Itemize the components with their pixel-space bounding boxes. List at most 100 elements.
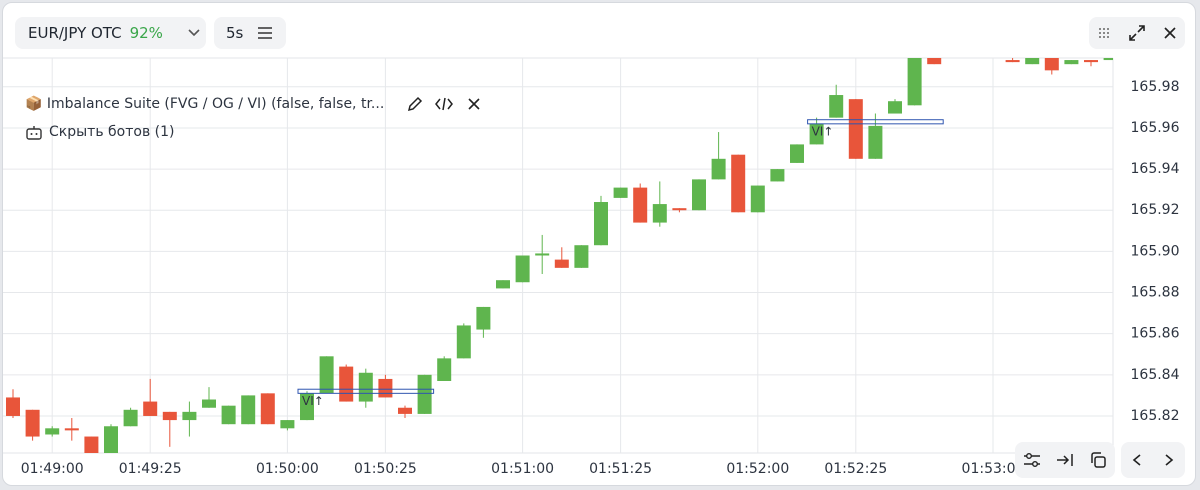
imbalance-zone xyxy=(807,119,944,125)
candle-body xyxy=(1064,60,1079,65)
indicator-label: 📦 Imbalance Suite (FVG / OG / VI) (false… xyxy=(25,96,385,112)
candle-body xyxy=(104,426,118,453)
bots-label: Скрыть ботов (1) xyxy=(49,124,175,140)
chevron-icon xyxy=(188,29,200,37)
y-tick-label: 165.88 xyxy=(1131,285,1180,301)
candle-body xyxy=(476,306,491,330)
candle-body xyxy=(809,123,824,145)
candle-body xyxy=(731,154,746,213)
chart: VI↑VI↑ 165.82165.84165.86165.88165.90165… xyxy=(3,57,1180,477)
candle-body xyxy=(1025,58,1040,65)
candle-body xyxy=(927,58,942,65)
candle-body xyxy=(241,395,256,425)
axis-labels: 165.82 165.84 165.86 165.88 165.90 165.92 165.… xyxy=(21,79,1180,477)
bots-toggle[interactable]: Скрыть ботов (1) xyxy=(25,124,174,140)
candle-body xyxy=(260,393,275,425)
indicator-legend: 📦 Imbalance Suite (FVG / OG / VI) (false… xyxy=(25,95,482,113)
zone-label: VI↑ xyxy=(302,394,324,408)
x-tick-label: 01:49:00 xyxy=(21,461,84,477)
scroll-end-button[interactable] xyxy=(1056,452,1074,468)
zone-label: VI↑ xyxy=(812,124,834,138)
candle-body xyxy=(398,407,412,414)
candle-body xyxy=(123,409,138,427)
x-tick-label: 01:53:00 xyxy=(962,461,1025,477)
y-tick-label: 165.84 xyxy=(1131,367,1180,383)
timeframe: 5s xyxy=(226,24,244,42)
candle-body xyxy=(221,405,236,425)
grid xyxy=(3,57,1114,454)
y-tick-label: 165.94 xyxy=(1131,161,1180,177)
candle-body xyxy=(1044,58,1059,71)
candle-body xyxy=(300,393,314,421)
candle-body xyxy=(45,428,60,435)
candle-body xyxy=(84,436,99,453)
candle-body xyxy=(25,409,40,437)
plot-area: VI↑ VI↑ xyxy=(6,58,1113,453)
settings-button[interactable] xyxy=(1023,452,1041,468)
imbalance-zone xyxy=(297,388,435,394)
remove-button[interactable] xyxy=(466,96,482,112)
x-tick-label: 01:51:00 xyxy=(491,461,554,477)
timeframe-selector[interactable]: 5s xyxy=(214,17,286,49)
candle-body xyxy=(613,187,628,198)
candle-body xyxy=(633,187,648,223)
x-tick-label: 01:52:25 xyxy=(824,461,887,477)
candle-body xyxy=(182,411,197,421)
y-tick-label: 165.86 xyxy=(1131,326,1180,342)
y-tick-label: 165.90 xyxy=(1131,243,1180,259)
close-button[interactable] xyxy=(1163,26,1177,40)
candle-body xyxy=(456,325,471,359)
candle-body xyxy=(868,125,883,159)
x-tick-label: 01:51:25 xyxy=(589,461,652,477)
candle-body xyxy=(6,397,20,416)
expand-button[interactable] xyxy=(1128,24,1146,42)
menu-icon xyxy=(258,27,273,39)
candle-body xyxy=(143,401,158,416)
candle-body xyxy=(1084,60,1098,63)
symbol-selector[interactable]: EUR/JPY OTC 92% xyxy=(15,17,206,49)
candle-body xyxy=(888,101,902,114)
candle-body xyxy=(437,358,452,381)
candle-body xyxy=(692,179,706,211)
edit-button[interactable] xyxy=(406,95,424,113)
next-button[interactable] xyxy=(1163,453,1175,467)
candle-body xyxy=(64,428,79,431)
candle-body xyxy=(417,374,432,414)
symbol: EUR/JPY OTC xyxy=(28,24,122,42)
candle-body xyxy=(711,158,726,180)
navigation xyxy=(1121,442,1185,478)
payout: 92% xyxy=(129,24,163,42)
prev-button[interactable] xyxy=(1131,453,1143,467)
x-tick-label: 01:50:25 xyxy=(354,461,417,477)
candle-body xyxy=(496,280,510,289)
candle-body xyxy=(162,411,177,421)
candle-body xyxy=(280,420,295,429)
chart-tools xyxy=(1015,442,1115,478)
candle-body xyxy=(202,399,216,408)
code-button[interactable] xyxy=(434,95,454,113)
x-tick-label: 01:49:25 xyxy=(119,461,182,477)
y-tick-label: 165.96 xyxy=(1131,120,1180,136)
candle-body xyxy=(770,169,785,182)
candle-body xyxy=(554,259,569,268)
candle-body xyxy=(652,204,667,223)
candle-body xyxy=(378,378,393,398)
x-tick-label: 01:50:00 xyxy=(256,461,319,477)
candle-body xyxy=(750,185,765,213)
y-tick-label: 165.98 xyxy=(1131,79,1180,95)
candle-body xyxy=(515,255,530,283)
copy-button[interactable] xyxy=(1089,451,1107,469)
candle-body xyxy=(1005,60,1020,63)
candle-body xyxy=(829,95,844,118)
candle-body xyxy=(339,366,354,402)
candle-body xyxy=(848,99,863,159)
candle-body xyxy=(594,202,608,246)
grid-button[interactable] xyxy=(1097,26,1111,40)
candle-body xyxy=(672,208,687,211)
candle-body xyxy=(907,58,922,106)
bot-icon xyxy=(26,126,42,140)
candle-body xyxy=(535,253,550,256)
candle-body xyxy=(1103,58,1113,61)
